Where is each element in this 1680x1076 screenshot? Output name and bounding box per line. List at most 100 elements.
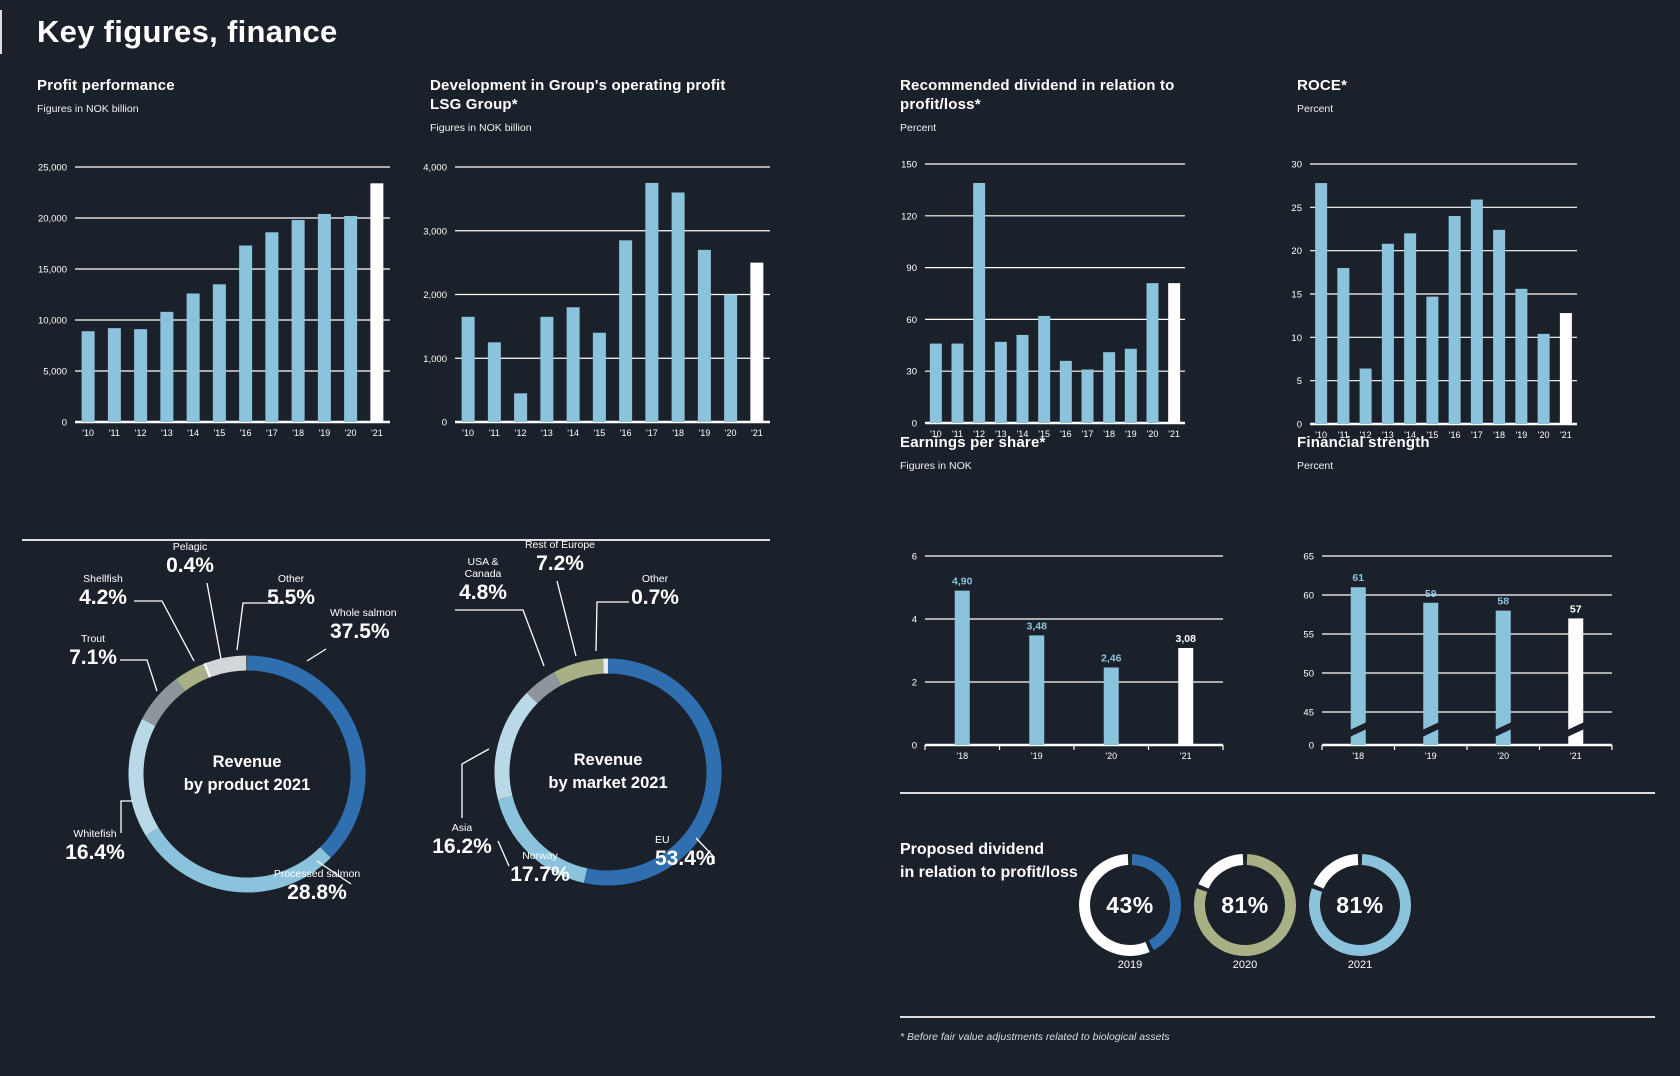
- svg-text:1,000: 1,000: [423, 354, 447, 365]
- svg-text:'18: '18: [672, 428, 684, 438]
- svg-text:'20: '20: [1538, 430, 1550, 440]
- chart-subtitle: Percent: [900, 122, 937, 134]
- svg-text:59: 59: [1425, 588, 1437, 600]
- gauges-title-line2: in relation to profit/loss: [900, 864, 1078, 881]
- svg-text:'10: '10: [82, 428, 94, 438]
- gauge-2021: 81% 2021: [1308, 853, 1412, 983]
- svg-text:2: 2: [912, 678, 917, 689]
- chart-title: Earnings per share*: [900, 434, 1046, 451]
- donut-segment-rest-of-europe: [553, 658, 604, 686]
- donut-revenue-by-market: [455, 580, 722, 886]
- svg-text:'20: '20: [1105, 751, 1117, 761]
- svg-text:'18: '18: [1103, 429, 1115, 439]
- svg-text:25,000: 25,000: [38, 163, 67, 174]
- svg-text:25: 25: [1291, 203, 1302, 214]
- svg-text:4,90: 4,90: [952, 576, 973, 588]
- donut-center-label: Revenue by product 2021: [183, 753, 311, 794]
- chart-title: Recommended dividend in relation to: [900, 77, 1175, 94]
- page-title: Key figures, finance: [37, 14, 338, 49]
- donut-segment-other: [206, 655, 247, 677]
- svg-text:120: 120: [901, 211, 917, 222]
- chart-header-earnings-per-share: Earnings per share* Figures in NOK: [900, 433, 1046, 472]
- svg-text:65: 65: [1303, 552, 1314, 563]
- svg-text:15,000: 15,000: [38, 265, 67, 276]
- svg-text:'13: '13: [161, 428, 173, 438]
- donut-callout-other: Other 0.7%: [631, 573, 679, 609]
- svg-text:'13: '13: [541, 428, 553, 438]
- donut-segment-whitefish: [128, 718, 159, 836]
- svg-text:0: 0: [1309, 741, 1314, 752]
- bar-chart-earnings-per-share: 0 2 4 6 4,90 '18 3,48 '19 2,46 '20 3,08 '21: [912, 552, 1224, 761]
- svg-text:'10: '10: [462, 428, 474, 438]
- svg-text:30: 30: [906, 367, 917, 378]
- donut-callout-norway: Norway 17.7%: [510, 850, 570, 886]
- gauge-value: 81%: [1336, 891, 1384, 918]
- svg-text:'19: '19: [699, 428, 711, 438]
- svg-text:'12: '12: [1360, 430, 1372, 440]
- gauge-year: 2021: [1347, 959, 1373, 971]
- svg-text:15: 15: [1291, 290, 1302, 301]
- svg-text:'10: '10: [930, 429, 942, 439]
- donut-segment-shellfish: [176, 663, 210, 692]
- svg-text:'18: '18: [292, 428, 304, 438]
- svg-text:60: 60: [906, 315, 917, 326]
- donut-segment-pelagic: [203, 662, 212, 678]
- divider-left: [22, 539, 770, 541]
- bar-chart-roce: 0 5 10 15 20 25 30 '10 '11 '12 '13 '14 '15 '16 '17 '18 '…: [1291, 160, 1577, 440]
- svg-text:'16: '16: [620, 428, 632, 438]
- svg-text:'17: '17: [1082, 429, 1094, 439]
- chart-subtitle: Percent: [1297, 460, 1334, 472]
- svg-text:'12: '12: [515, 428, 527, 438]
- bar-chart-operating-profit: 0 1,000 2,000 3,000 4,000 '10 '11 '12 '13 '14 '15 '…: [423, 163, 770, 438]
- svg-text:'21: '21: [1168, 429, 1180, 439]
- svg-text:4,000: 4,000: [423, 163, 447, 174]
- svg-text:'19: '19: [1125, 429, 1137, 439]
- svg-text:58: 58: [1497, 596, 1509, 608]
- donut-segment-eu: [583, 658, 722, 886]
- svg-text:'11: '11: [109, 428, 120, 438]
- svg-text:'21: '21: [371, 428, 383, 438]
- bar-chart-dividend-recommended: 0 30 60 90 120 150 '10 '11 '12 '13 '14 '15 '16 '17 '18…: [901, 160, 1185, 439]
- donut-revenue-by-product: [120, 582, 366, 893]
- svg-text:'21: '21: [1570, 751, 1582, 761]
- footnote: * Before fair value adjustments related …: [900, 1031, 1170, 1043]
- svg-text:'18: '18: [956, 751, 968, 761]
- svg-text:'17: '17: [646, 428, 658, 438]
- svg-text:'16: '16: [1060, 429, 1072, 439]
- svg-text:3,48: 3,48: [1027, 620, 1048, 632]
- svg-text:90: 90: [906, 263, 917, 274]
- svg-text:'15: '15: [214, 428, 226, 438]
- donut-callout-other: Other 5.5%: [267, 573, 315, 609]
- svg-text:'15: '15: [1427, 430, 1439, 440]
- svg-text:60: 60: [1303, 591, 1314, 602]
- gauge-value: 43%: [1106, 891, 1154, 918]
- svg-text:20: 20: [1291, 246, 1302, 257]
- svg-text:'18: '18: [1352, 751, 1364, 761]
- chart-title-line2: LSG Group*: [430, 96, 518, 113]
- gauge-2019: 43% 2019: [1078, 853, 1182, 983]
- chart-title: Profit performance: [37, 77, 175, 94]
- svg-text:0: 0: [912, 419, 917, 430]
- donut-segment-norway: [497, 795, 588, 883]
- donut-segment-processed-salmon: [145, 827, 331, 893]
- svg-text:'15: '15: [1038, 429, 1050, 439]
- chart-subtitle: Figures in NOK billion: [37, 103, 139, 115]
- chart-header-profit-performance: Profit performance Figures in NOK billio…: [37, 76, 175, 115]
- chart-title-line2: profit/loss*: [900, 96, 981, 113]
- svg-text:'14: '14: [187, 428, 199, 438]
- svg-text:'19: '19: [1031, 751, 1043, 761]
- donut-segment-trout: [142, 679, 186, 727]
- svg-text:'13: '13: [1382, 430, 1394, 440]
- svg-text:5: 5: [1297, 376, 1302, 387]
- svg-text:10,000: 10,000: [38, 316, 67, 327]
- gauge-value: 81%: [1221, 891, 1269, 918]
- bar-chart-financial-strength: 0 45 50 55 60 65 61 '18 59 '19 58 '20 57 '21: [1303, 552, 1613, 761]
- svg-text:'18: '18: [1493, 430, 1505, 440]
- svg-text:'21: '21: [751, 428, 763, 438]
- gauge-year: 2020: [1232, 959, 1258, 971]
- donut-callout-eu: EU 53.4%: [655, 834, 715, 870]
- donut-callout-usa-canada: USA & Canada 4.8%: [459, 556, 507, 604]
- svg-text:'12: '12: [135, 428, 147, 438]
- gauges-title-line1: Proposed dividend: [900, 841, 1045, 858]
